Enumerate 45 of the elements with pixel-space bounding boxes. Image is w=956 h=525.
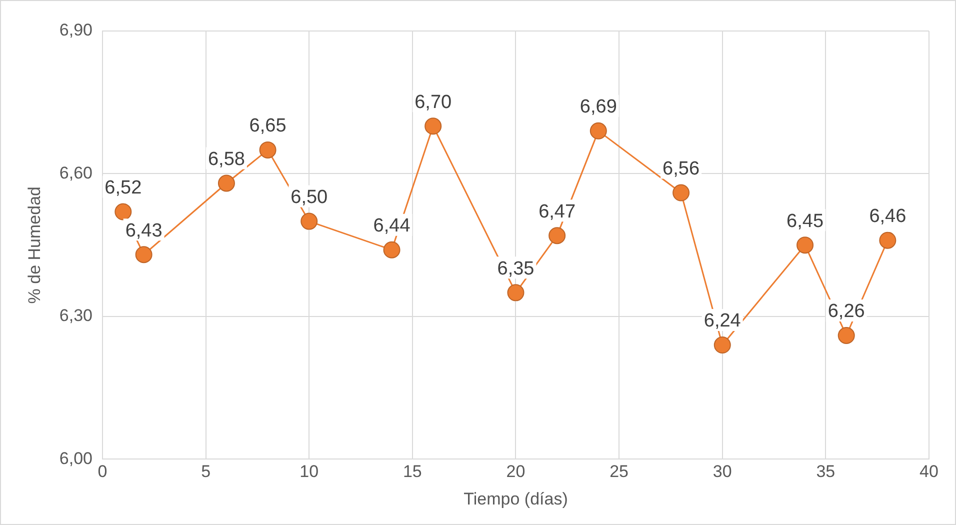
x-tick-label: 30 <box>712 462 732 482</box>
data-label: 6,26 <box>828 301 865 322</box>
point <box>135 246 152 264</box>
x-tick-label: 35 <box>816 462 836 482</box>
data-label: 6,46 <box>869 206 906 228</box>
x-tick-label: 10 <box>300 462 319 482</box>
point <box>714 336 731 354</box>
data-label: 6,52 <box>104 178 142 199</box>
y-tick-label: 6,30 <box>59 306 92 326</box>
x-tick-label: 5 <box>201 462 211 482</box>
point <box>259 141 276 158</box>
point <box>507 284 524 302</box>
data-label: 6,70 <box>414 92 452 113</box>
point <box>383 241 400 258</box>
data-label: 6,45 <box>786 210 824 232</box>
point <box>218 174 235 192</box>
x-tick-label: 15 <box>402 462 422 482</box>
point <box>424 118 442 135</box>
data-label: 6,69 <box>580 96 617 118</box>
point <box>548 227 566 244</box>
point <box>590 122 607 140</box>
x-tick-label: 40 <box>920 462 938 482</box>
data-label: 6,58 <box>208 148 245 170</box>
y-tick-label: 6,00 <box>59 448 92 468</box>
point <box>838 327 855 344</box>
x-tick-label: 25 <box>610 462 629 482</box>
point <box>796 236 814 254</box>
x-axis-title: Tiempo (días) <box>464 489 568 508</box>
data-label: 6,24 <box>704 310 742 332</box>
data-label: 6,65 <box>249 116 286 137</box>
data-label: 6,35 <box>497 258 534 280</box>
point <box>300 212 318 230</box>
data-label: 6,56 <box>662 158 700 180</box>
data-label: 6,44 <box>373 216 411 237</box>
data-label: 6,47 <box>538 201 576 222</box>
y-tick-label: 6,60 <box>59 163 92 182</box>
data-label: 6,43 <box>125 220 162 242</box>
x-tick-label: 0 <box>98 462 108 482</box>
y-tick-label: 6,90 <box>59 20 92 40</box>
data-label: 6,50 <box>290 187 328 208</box>
point <box>114 203 132 220</box>
x-tick-label: 20 <box>506 462 526 482</box>
point <box>672 184 690 202</box>
y-axis-title: % de Humedad <box>24 186 44 304</box>
point <box>879 232 896 249</box>
